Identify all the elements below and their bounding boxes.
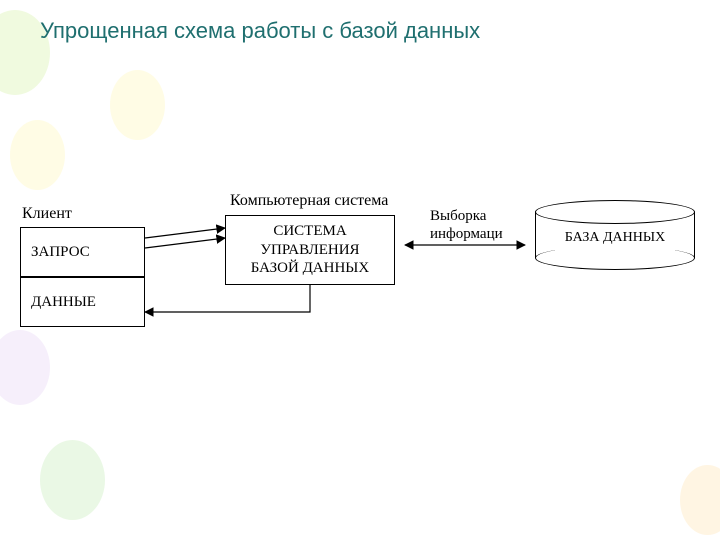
balloon-decoration [680,465,720,535]
label-selection-line1: Выборка [430,208,486,225]
balloon-decoration [10,120,65,190]
box-request: ЗАПРОС [20,227,145,277]
arrow-dbms-to-data [145,285,310,312]
cylinder-database: БАЗА ДАННЫХ [535,200,695,270]
label-computer-system: Компьютерная система [230,192,388,210]
page-title: Упрощенная схема работы с базой данных [40,18,480,44]
box-data-label: ДАННЫЕ [31,294,96,311]
balloon-decoration [40,440,105,520]
balloon-decoration [0,330,50,405]
arrow-request-to-dbms-2 [145,238,225,248]
box-data: ДАННЫЕ [20,277,145,327]
label-selection-line2: информаци [430,226,503,243]
arrow-request-to-dbms-1 [145,228,225,238]
label-client: Клиент [22,205,72,223]
box-dbms: СИСТЕМА УПРАВЛЕНИЯ БАЗОЙ ДАННЫХ [225,215,395,285]
cylinder-database-label: БАЗА ДАННЫХ [535,230,695,246]
balloon-decoration [110,70,165,140]
box-dbms-label: СИСТЕМА УПРАВЛЕНИЯ БАЗОЙ ДАННЫХ [251,222,369,278]
box-request-label: ЗАПРОС [31,244,90,261]
